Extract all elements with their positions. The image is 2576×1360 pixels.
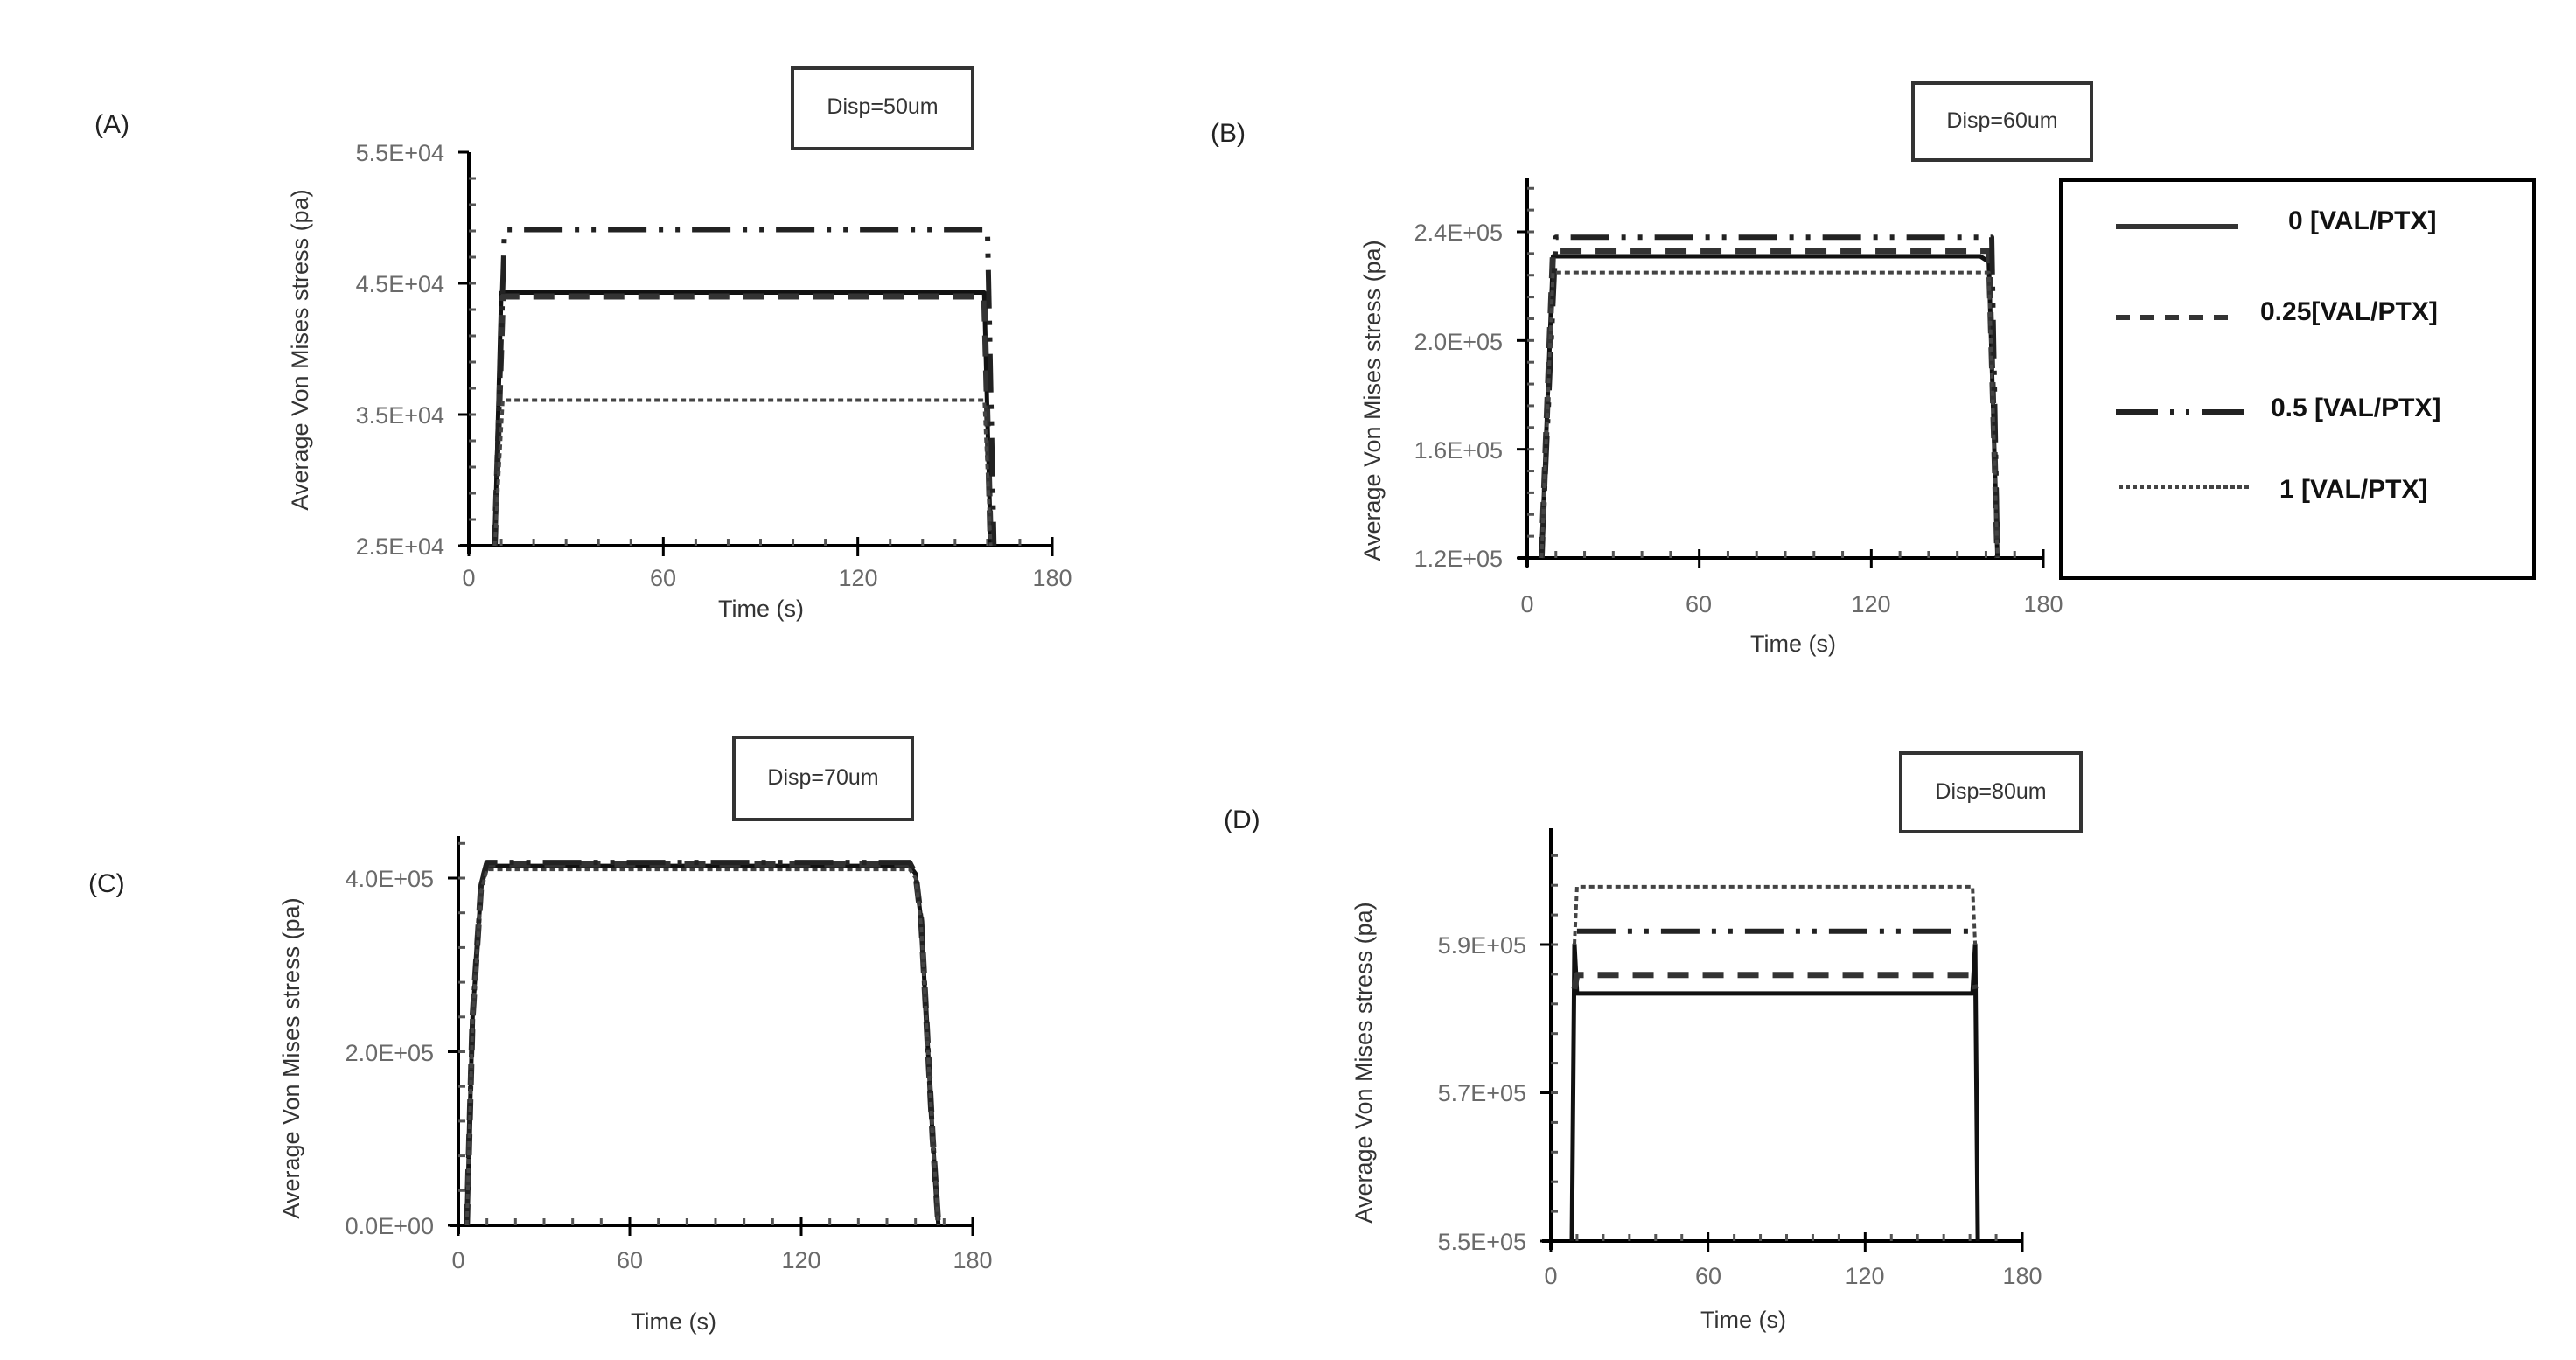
panel-b: (B) Disp=60um Average Von Mises stress (… [1211,81,2093,657]
x-tick-label: 0 [462,565,475,591]
y-tick-label: 0.0E+00 [346,1213,434,1239]
x-tick-label: 120 [838,565,877,591]
x-tick-label: 60 [1686,591,1712,617]
x-tick-label: 60 [1695,1263,1721,1289]
x-tick-labels-b: 0 60 120 180 [1520,591,2063,617]
y-tick-label: 2.0E+05 [1414,329,1503,355]
x-tick-label: 60 [617,1247,643,1273]
legend-label: 0 [VAL/PTX] [2288,206,2436,235]
x-tick-label: 0 [1520,591,1533,617]
x-axis-title-b: Time (s) [1750,631,1836,657]
series-line-dotted [492,398,993,547]
y-tick-labels-b: 1.2E+05 1.6E+05 2.0E+05 2.4E+05 [1414,220,1503,572]
y-tick-label: 1.2E+05 [1414,546,1503,572]
disp-box-d [1899,751,2083,833]
y-axis-title-a: Average Von Mises stress (pa) [287,189,313,510]
x-axis-title-c: Time (s) [631,1308,716,1335]
y-tick-label: 3.5E+04 [356,402,444,429]
legend-label: 0.25[VAL/PTX] [2260,297,2438,326]
panel-label-d: (D) [1224,806,1260,834]
y-tick-label: 5.9E+05 [1438,932,1526,959]
y-tick-labels-d: 5.5E+05 5.7E+05 5.9E+05 [1438,932,1526,1255]
y-axis-title-b: Average Von Mises stress (pa) [1359,240,1386,561]
legend-label: 0.5 [VAL/PTX] [2271,394,2440,422]
series-line-dotted [464,868,940,1226]
y-tick-label: 1.6E+05 [1414,437,1503,464]
x-tick-label: 0 [1544,1263,1557,1289]
x-tick-label: 120 [781,1247,820,1273]
disp-box-a [791,66,974,150]
legend-item-1: 0.25[VAL/PTX] [2116,297,2438,326]
series-line-dotted [1539,270,2000,559]
x-tick-label: 180 [2023,591,2063,617]
panel-label-b: (B) [1211,119,1246,148]
y-axis-title-c: Average Von Mises stress (pa) [278,897,304,1218]
series-line-dashdotdot [492,227,997,547]
x-axis-title-d: Time (s) [1700,1307,1786,1333]
x-tick-label: 0 [451,1247,464,1273]
y-tick-labels-a: 2.5E+04 3.5E+04 4.5E+04 5.5E+04 [356,140,444,560]
x-tick-label: 120 [1845,1263,1884,1289]
y-tick-label: 4.5E+04 [356,271,444,297]
y-tick-label: 5.7E+05 [1438,1080,1526,1106]
panel-label-c: (C) [88,869,125,898]
x-tick-label: 180 [1032,565,1072,591]
y-tick-labels-c: 0.0E+00 2.0E+05 4.0E+05 [346,866,434,1239]
x-tick-label: 180 [2002,1263,2042,1289]
legend-item-3: 1 [VAL/PTX] [2119,475,2427,504]
plot-area-b [1517,178,2045,568]
panel-c: (C) Disp=70um Average Von Mises stress (… [88,736,993,1335]
plot-area-d [1540,828,2024,1252]
series-line-dashdotdot [464,860,941,1226]
y-tick-label: 2.0E+05 [346,1040,434,1066]
y-tick-label: 5.5E+04 [356,140,444,166]
series-line-solid [1569,942,1980,1242]
legend-item-0: 0 [VAL/PTX] [2116,206,2436,235]
panel-d: (D) Disp=80um Average Von Mises stress (… [1224,751,2083,1333]
y-tick-label: 4.0E+05 [346,866,434,892]
x-tick-labels-c: 0 60 120 180 [451,1247,992,1273]
disp-label-d: Disp=80um [1935,779,2046,804]
series-line-dashdotdot [1539,234,2000,559]
legend-item-2: 0.5 [VAL/PTX] [2116,394,2440,422]
x-tick-labels-a: 0 60 120 180 [462,565,1072,591]
disp-label-a: Disp=50um [827,94,938,119]
y-tick-label: 2.5E+04 [356,534,444,560]
x-tick-label: 60 [650,565,676,591]
series-line-solid [492,290,994,547]
series-line-dashed [1538,248,2001,559]
plot-area-a [458,150,1054,556]
y-tick-label: 2.4E+05 [1414,220,1503,246]
x-tick-label: 120 [1851,591,1890,617]
disp-box-b [1911,81,2093,162]
series-line-dashed [492,293,995,547]
panel-label-a: (A) [94,110,129,139]
y-axis-title-d: Average Von Mises stress (pa) [1351,902,1377,1223]
disp-label-b: Disp=60um [1946,108,2057,133]
series-line-dashed [1571,972,1979,990]
y-tick-label: 5.5E+05 [1438,1229,1526,1255]
panel-a: (A) Disp=50um Average Von Mises stress (… [94,66,1072,622]
x-tick-label: 180 [953,1247,992,1273]
legend: 0 [VAL/PTX] 0.25[VAL/PTX] 0.5 [VAL/PTX] … [2059,178,2536,580]
legend-box [2059,178,2536,580]
x-axis-title-a: Time (s) [718,596,804,622]
series-line-dotted [1573,884,1978,945]
plot-area-c [448,836,974,1236]
disp-label-c: Disp=70um [767,765,878,790]
series-line-dashed [464,861,942,1226]
disp-box-c [732,736,914,821]
x-tick-labels-d: 0 60 120 180 [1544,1263,2042,1289]
series-line-solid [1539,254,2000,559]
series-line-solid [464,863,941,1226]
legend-label: 1 [VAL/PTX] [2279,475,2427,504]
